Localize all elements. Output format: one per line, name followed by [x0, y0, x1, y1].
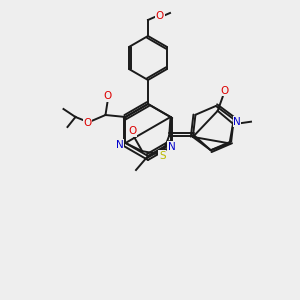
Text: O: O	[83, 118, 92, 128]
Text: N: N	[168, 142, 176, 152]
Text: O: O	[220, 86, 229, 96]
Text: S: S	[159, 151, 166, 161]
Text: N: N	[116, 140, 123, 150]
Text: O: O	[156, 11, 164, 21]
Text: O: O	[128, 126, 136, 136]
Text: N: N	[233, 117, 241, 127]
Text: O: O	[103, 91, 112, 101]
